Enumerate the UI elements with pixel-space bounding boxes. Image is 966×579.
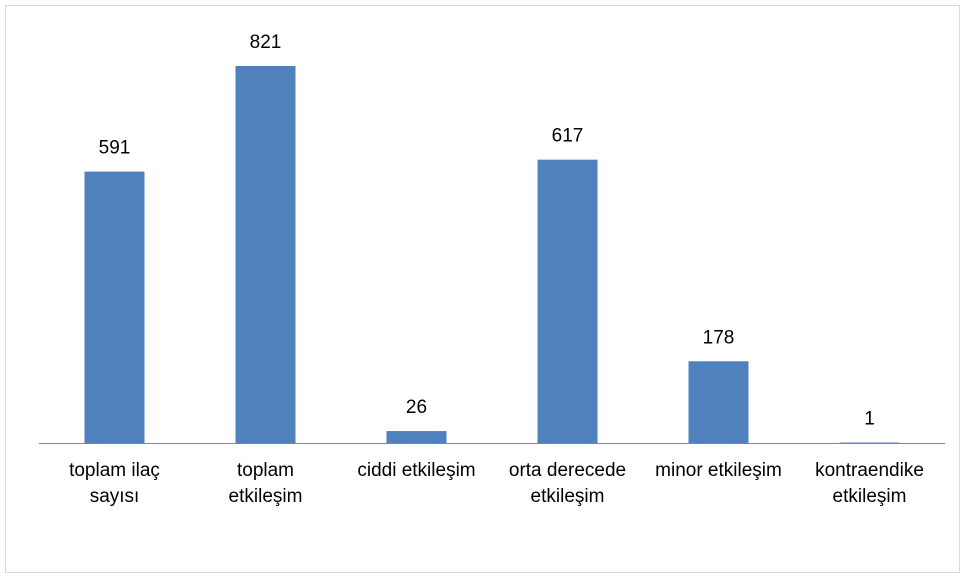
x-tick-label: orta derecede etkileşim (508, 460, 627, 507)
x-tick-label-box: toplam ilaç sayısı (39, 458, 190, 510)
x-tick-label-box: ciddi etkileşim (341, 458, 492, 484)
data-label: 821 (250, 32, 282, 53)
x-tick-label: toplam etkileşim (228, 460, 303, 507)
x-tick-label-box: minor etkileşim (643, 458, 794, 484)
x-tick-label: kontraendike etkileşim (815, 460, 924, 507)
x-tick-label: minor etkileşim (655, 460, 782, 481)
data-label: 617 (552, 126, 584, 147)
x-tick-label-box: orta derecede etkileşim (492, 458, 643, 510)
data-label: 591 (99, 138, 131, 159)
data-label: 1 (864, 409, 875, 430)
data-label: 26 (406, 397, 427, 418)
data-label: 178 (703, 327, 735, 348)
x-tick-label: ciddi etkileşim (357, 460, 476, 481)
bar (84, 171, 145, 443)
bar (235, 66, 296, 443)
x-tick-label-box: kontraendike etkileşim (794, 458, 945, 510)
chart-border (5, 5, 960, 573)
bar (537, 159, 598, 443)
bar (386, 431, 447, 443)
x-tick-label: toplam ilaç sayısı (69, 460, 160, 507)
bar (688, 361, 749, 443)
x-tick-label-box: toplam etkileşim (190, 458, 341, 510)
